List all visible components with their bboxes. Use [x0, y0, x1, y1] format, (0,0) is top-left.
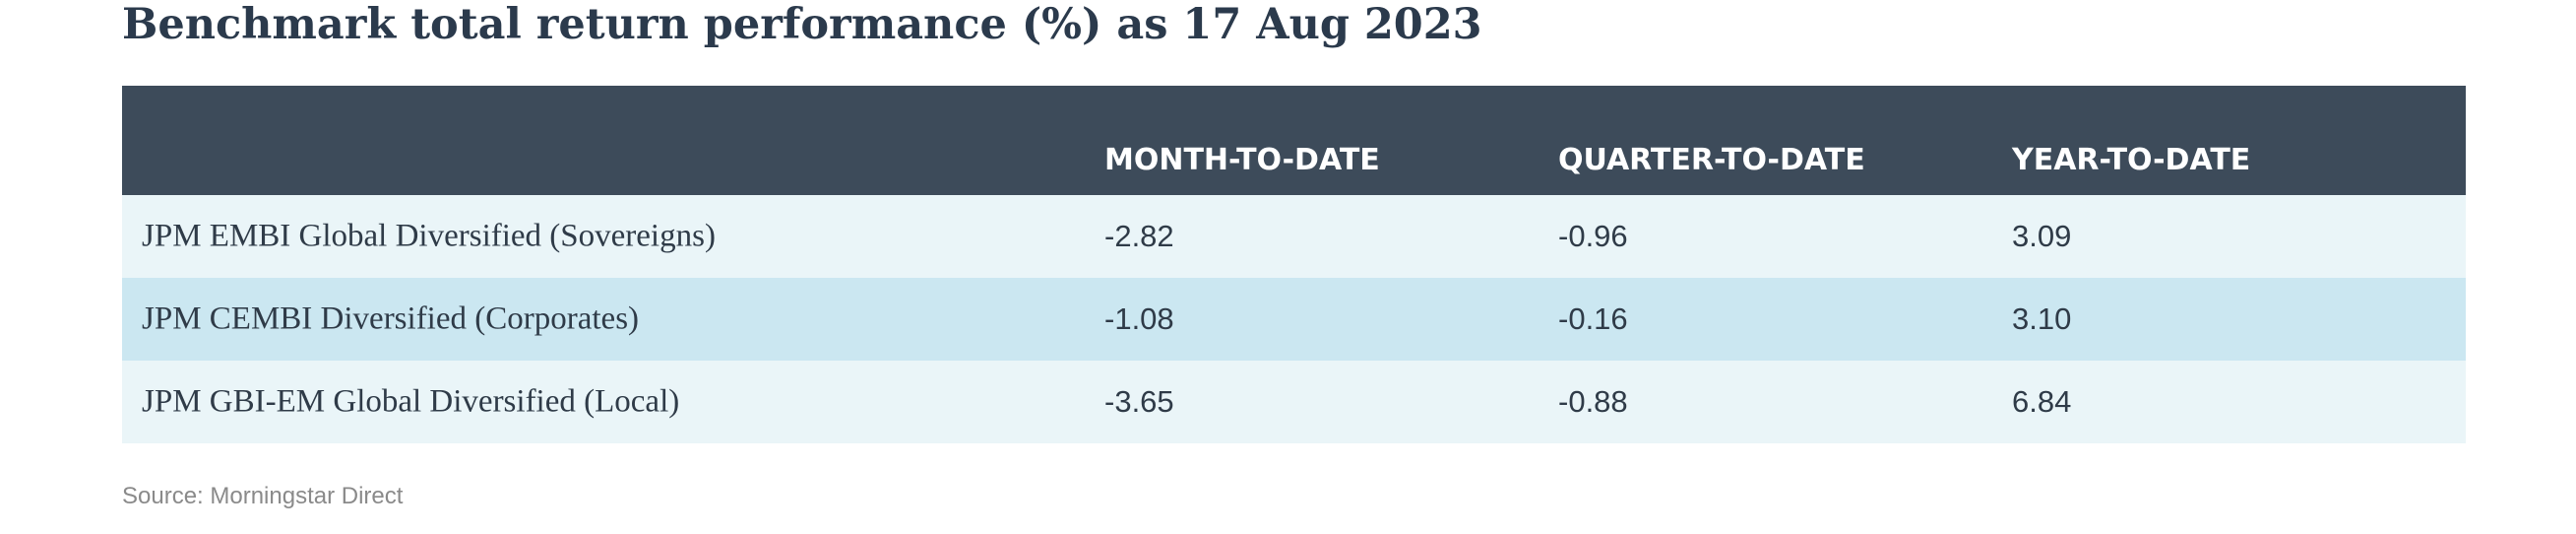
title: Benchmark total return performance (%) a… [122, 0, 1482, 49]
cell-value: 3.10 [2012, 301, 2072, 336]
column-header: QUARTER-TO-DATE [1558, 143, 1865, 177]
source: Source: Morningstar Direct [122, 483, 404, 509]
cell-value: -1.08 [1104, 301, 1174, 336]
row-label: JPM EMBI Global Diversified (Sovereigns) [142, 218, 716, 254]
cell-value: -0.96 [1558, 219, 1628, 253]
header-row: MONTH-TO-DATE QUARTER-TO-DATE YEAR-TO-DATE [122, 86, 2466, 195]
cell-value: -0.88 [1558, 384, 1628, 419]
cell-value: -2.82 [1104, 219, 1174, 253]
column-header: YEAR-TO-DATE [2012, 143, 2251, 177]
table-row: JPM CEMBI Diversified (Corporates) -1.08 -… [122, 278, 2466, 361]
row-label: JPM GBI-EM Global Diversified (Local) [142, 383, 680, 420]
table-row: JPM GBI-EM Global Diversified (Local) -3.… [122, 361, 2466, 443]
cell-value: 6.84 [2012, 384, 2072, 419]
cell-value: 3.09 [2012, 219, 2072, 253]
column-header: MONTH-TO-DATE [1104, 143, 1380, 177]
table: MONTH-TO-DATE QUARTER-TO-DATE YEAR-TO-DATE… [122, 86, 2466, 443]
cell-value: -0.16 [1558, 301, 1628, 336]
cell-value: -3.65 [1104, 384, 1174, 419]
row-label: JPM CEMBI Diversified (Corporates) [142, 300, 640, 337]
table-row: JPM EMBI Global Diversified (Sovereigns)… [122, 195, 2466, 278]
